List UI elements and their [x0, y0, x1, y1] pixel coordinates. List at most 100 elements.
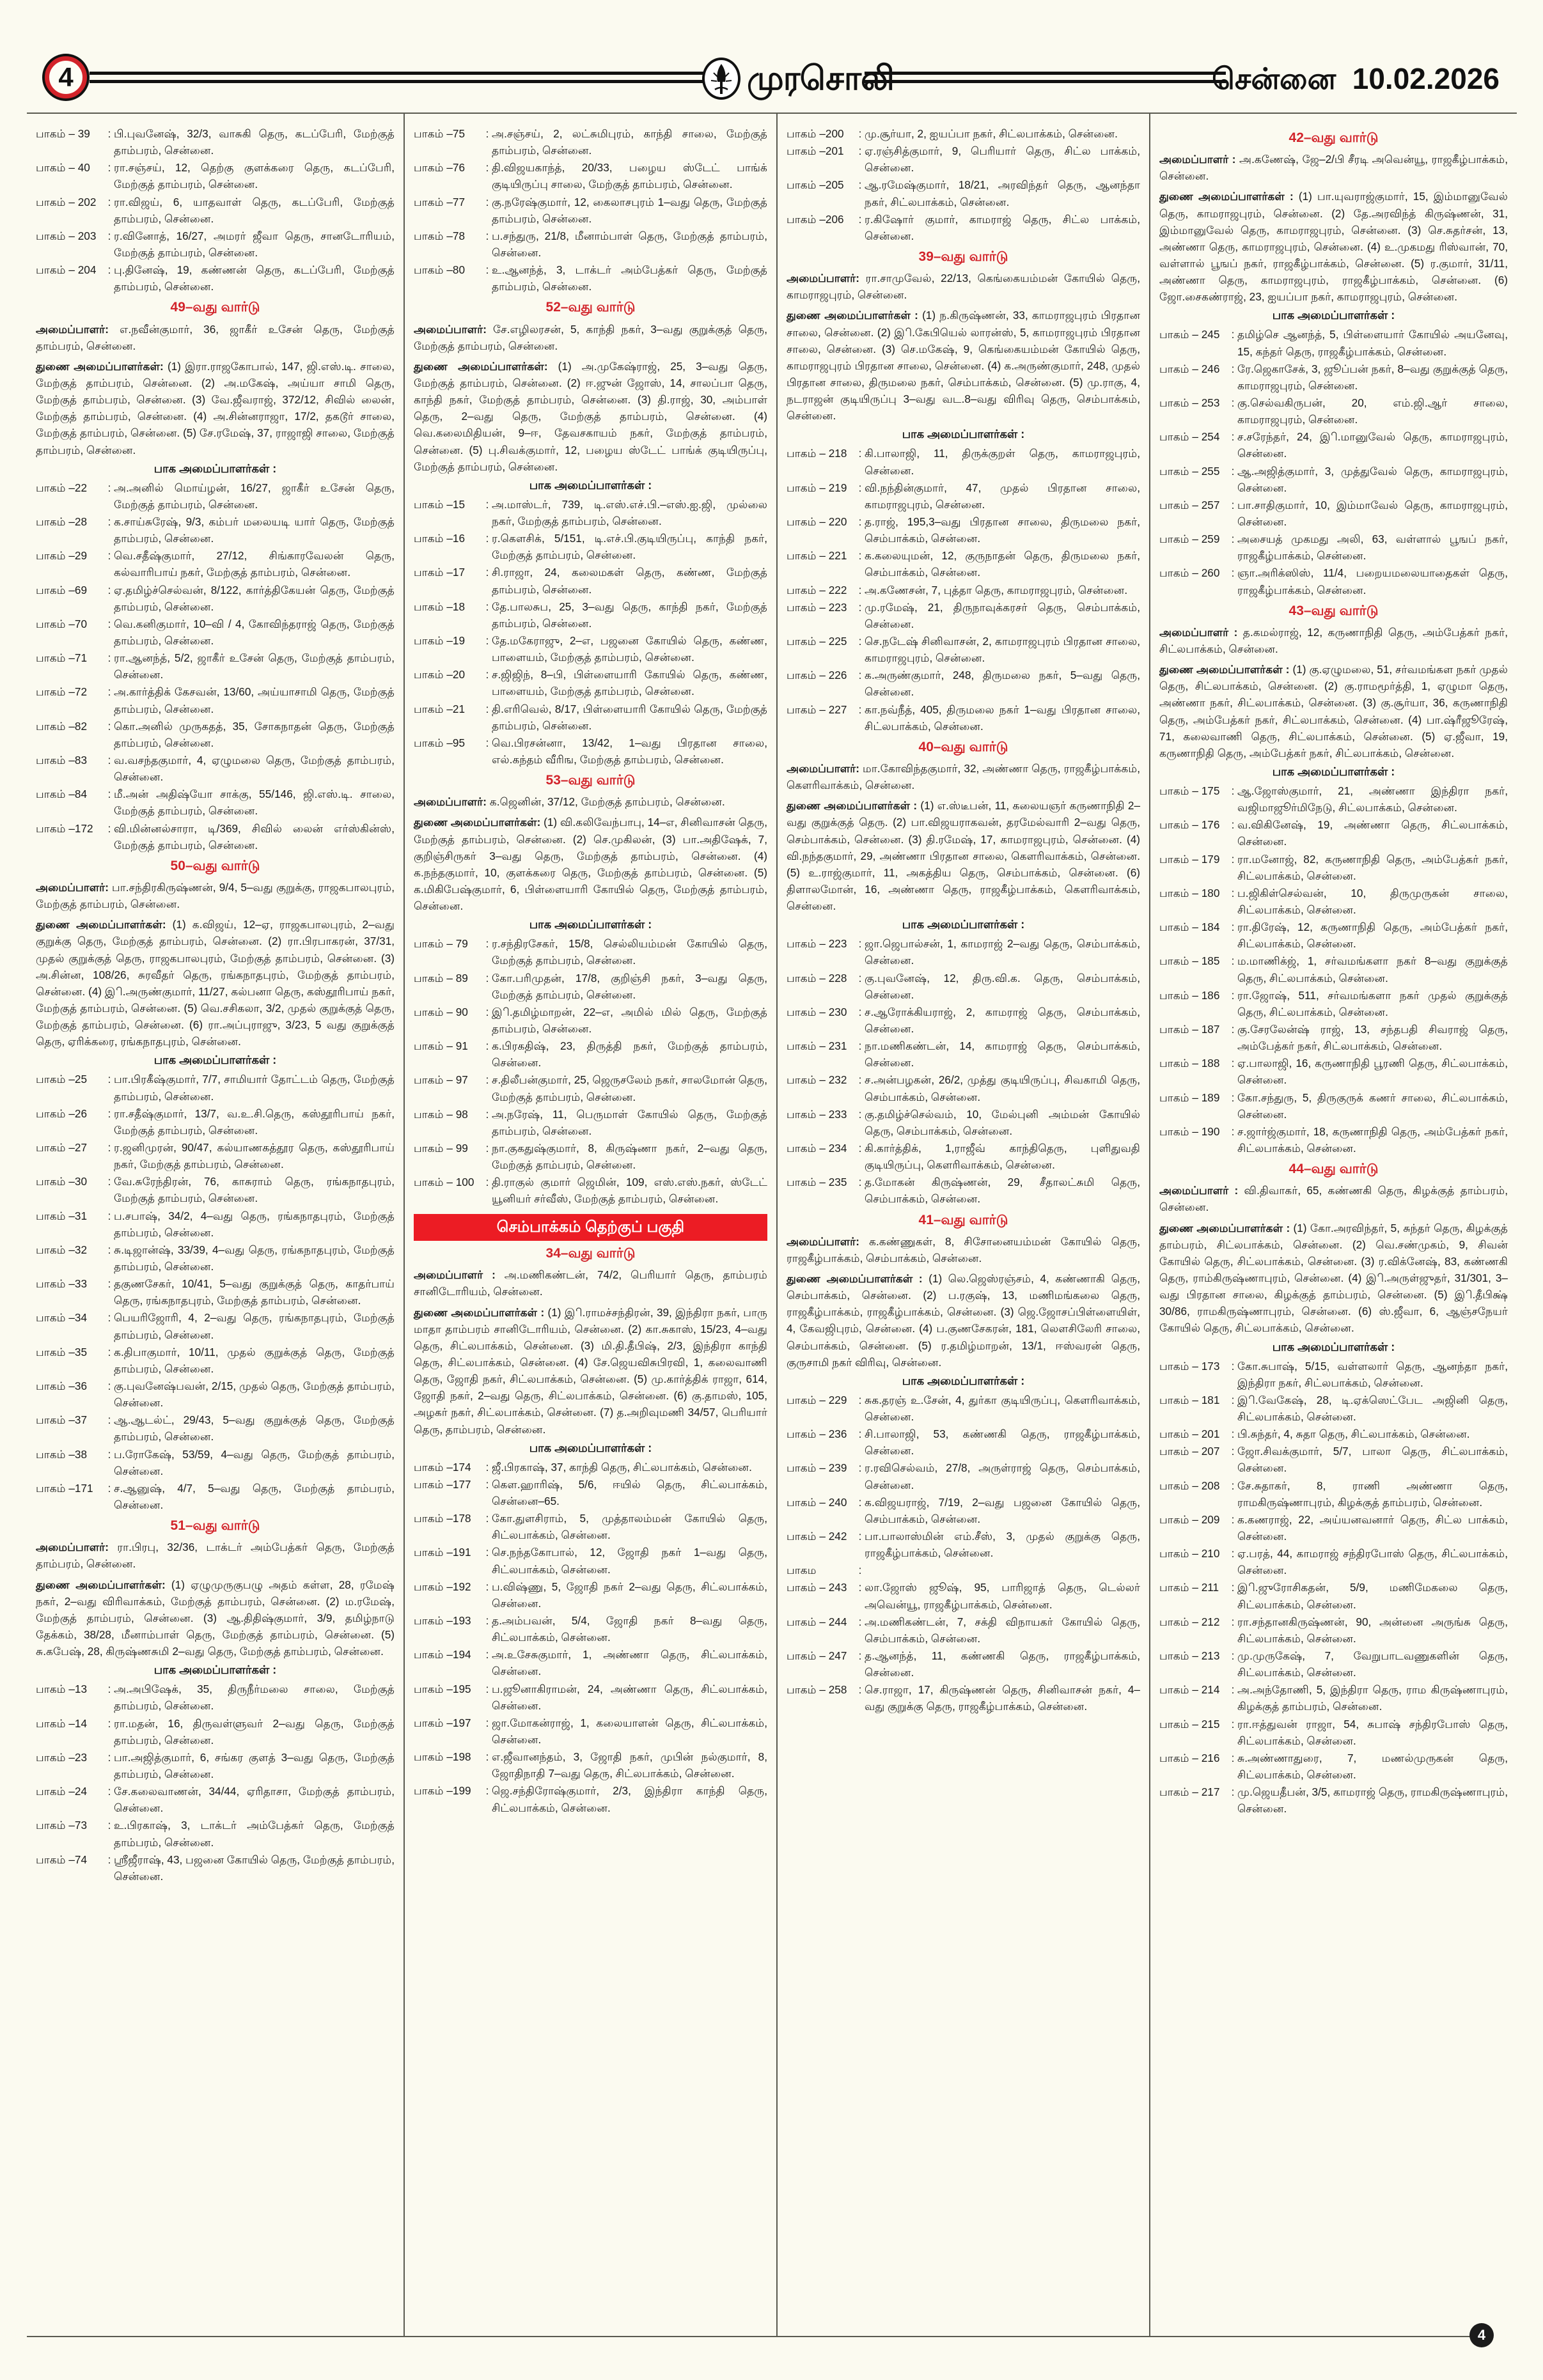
- part-entry: பாகம் –27: ர.ஜனிமுரன், 90/47, கல்யாணகத்தூ…: [36, 1139, 395, 1172]
- masthead: 4 முரசொலி சென்னை 10.02.2026: [0, 0, 1543, 112]
- part-separator: :: [858, 1461, 862, 1475]
- part-key: பாகம் – 204: [36, 263, 97, 277]
- part-separator: :: [858, 1176, 862, 1189]
- ward-heading: 40–வது வார்டு: [918, 739, 1008, 754]
- part-separator: :: [485, 634, 489, 647]
- part-value: [865, 1562, 1140, 1578]
- part-value: தி.எரிவெல், 8/17, பிள்ளையாரி கோயில் தெரு…: [492, 702, 767, 732]
- part-entry: பாகம் – 99: நா.குகதுஷ்குமார், 8, கிருஷ்ணா…: [414, 1140, 767, 1173]
- part-entry: பாகம் –80: உ.ஆனந்த், 3, டாக்டர் அம்பேத்கர…: [414, 261, 767, 295]
- part-separator: :: [1231, 464, 1235, 478]
- part-value: த.ஆனந்த், 11, கண்ணகி தெரு, ராஜகீழ்பாக்கம…: [865, 1649, 1140, 1679]
- organizer-paragraph: துணை அமைப்பாளர்கள் : (1) கோ.அரவிந்தர், 5…: [1159, 1220, 1508, 1337]
- part-entry: பாகம் –174: ஜீ.பிரகாஷ், 37, காந்தி தெரு, …: [414, 1459, 767, 1475]
- part-separator: :: [485, 736, 489, 749]
- column-1: பாகம் – 39: பி.புவனேஷ், 32/3, வாசுகி தெரு…: [27, 114, 405, 2337]
- part-key: பாகம் – 227: [787, 703, 847, 716]
- part-entry: பாகம் – 180: ப.ஜிகிள்செல்வன், 10, திருமுர…: [1159, 885, 1508, 918]
- part-value: செ.ராஜா, 17, கிருஷ்ணன் தெரு, சினிவாசன் ந…: [865, 1683, 1140, 1713]
- part-entry: பாகம் – 228: கு.புவனேஷ், 12, திரு.வி.க. த…: [787, 970, 1140, 1003]
- part-entry: பாகம் –83: வ.வசந்தகுமார், 4, ஏழுமலை தெரு,…: [36, 752, 395, 785]
- part-entry: பாகம் – 187: கு.சேரலேன்ஷ் ராஜ், 13, சந்தப…: [1159, 1021, 1508, 1054]
- part-value: செ.நடேஷ் சினிவாசன், 2, காமராஜபுரம் பிரதா…: [865, 634, 1140, 665]
- part-separator: :: [1231, 1479, 1235, 1492]
- part-entry: பாகம் –199: ஜெ.சந்திரோஷ்குமார், 2/3, இந்த…: [414, 1782, 767, 1816]
- part-value: க.கணராஜ், 22, அய்யனவனார் தெரு, சிட்ல பாக…: [1237, 1513, 1508, 1543]
- part-value: பா.அஜித்குமார், 6, சங்கர குளத் 3–வது தெர…: [114, 1750, 395, 1780]
- part-key: பாகம் –200: [787, 127, 844, 140]
- part-value: வே.சுரேந்திரன், 76, காசுராம் தெரு, ரங்கந…: [114, 1175, 395, 1205]
- part-entry: பாகம் –32: சு.டிஜான்ஷ், 33/39, 4–வது தெரு…: [36, 1241, 395, 1275]
- part-separator: :: [858, 1649, 862, 1662]
- part-key: பாகம் – 254: [1159, 430, 1220, 444]
- part-key: பாகம் –73: [36, 1819, 88, 1832]
- part-key: பாகம் –95: [414, 736, 466, 749]
- part-entry: பாகம் –72: அ.கார்த்திக் கேசவன், 13/60, அய…: [36, 683, 395, 717]
- organizer-paragraph: அமைப்பாளர் : த.கமல்ராஜ், 12, கருணாநிதி த…: [1159, 624, 1508, 657]
- organizer-role-label: துணை அமைப்பாளர்கள்:: [36, 1578, 166, 1591]
- part-separator: :: [107, 651, 111, 665]
- part-key: பாகம் –16: [414, 532, 466, 545]
- part-separator: :: [107, 788, 111, 801]
- part-separator: :: [107, 719, 111, 733]
- organizer-role-label: அமைப்பாளர்:: [787, 762, 859, 775]
- part-entry: பாகம் –33: தகுணசேகர், 10/41, 5–வது குறுக்…: [36, 1275, 395, 1309]
- organizer-role-label: துணை அமைப்பாளர்கள்:: [36, 918, 166, 931]
- part-entry: பாகம் –78: ப.சந்துரு, 21/8, மீனாம்பாள் தெ…: [414, 228, 767, 261]
- part-separator: :: [858, 1427, 862, 1441]
- part-organizers-subheading: பாக அமைப்பாளர்கள் :: [1272, 309, 1395, 322]
- part-separator: :: [858, 178, 862, 192]
- part-separator: :: [858, 600, 862, 614]
- masthead-rule-right: [865, 72, 1226, 83]
- part-value: ச.ஜிஜிந், 8–பி, பிள்ளையாரி கோயில் தெரு, …: [492, 668, 767, 698]
- part-separator: :: [107, 1175, 111, 1188]
- part-value: கி.கார்த்திக், 1,ராஜீவ் காந்திதெரு, புளி…: [865, 1141, 1140, 1172]
- organizer-role-label: துணை அமைப்பாளர்கள் :: [787, 1272, 923, 1285]
- part-separator: :: [858, 447, 862, 460]
- part-separator: :: [107, 1140, 111, 1154]
- part-separator: :: [107, 1345, 111, 1358]
- part-key: பாகம் –171: [36, 1481, 93, 1495]
- part-separator: :: [107, 229, 111, 242]
- part-value: க.திபாகுமார், 10/11, முதல் குறுக்குத் தெ…: [114, 1345, 395, 1375]
- organizer-names: ரா.சாமுவேல், 22/13, கெங்கையம்மன் கோயில் …: [787, 272, 1140, 302]
- ward-heading: 43–வது வார்டு: [1288, 603, 1379, 618]
- part-key: பாகம் – 212: [1159, 1615, 1220, 1628]
- part-entry: பாகம் – 91: க.பிரகதிஷ், 23, திருத்தி நகர்…: [414, 1038, 767, 1071]
- part-separator: :: [485, 971, 489, 984]
- part-key: பாகம் – 231: [787, 1039, 847, 1053]
- part-separator: :: [107, 583, 111, 596]
- part-entry: பாகம் – 188: ஏ.பாலாஜி, 16, கருணாநிதி பூரண…: [1159, 1055, 1508, 1088]
- part-key: பாகம் – 228: [787, 971, 847, 984]
- part-value: ச.அன்பழகன், 26/2, முத்து குடியிருப்பு, ச…: [865, 1073, 1140, 1103]
- part-entry: பாகம் – 186: ரா.ஜோஷ், 511, சர்வமங்களா நகர…: [1159, 987, 1508, 1020]
- part-separator: :: [1231, 1445, 1235, 1458]
- part-entry: பாகம் – 254: ச.சரேந்தர், 24, இி.மானுவேல் …: [1159, 428, 1508, 462]
- part-value: தே.பாலசுப, 25, 3–வது தெரு, காந்தி நகர், …: [492, 600, 767, 630]
- part-entry: பாகம் –21: தி.எரிவெல், 8/17, பிள்ளையாரி க…: [414, 701, 767, 734]
- part-entry: பாகம் – 215: ரா.ஈத்துவன் ராஜா, 54, சுபாஷ்…: [1159, 1716, 1508, 1749]
- part-separator: :: [107, 481, 111, 494]
- part-key: பாகம் – 258: [787, 1683, 847, 1697]
- article-columns: பாகம் – 39: பி.புவனேஷ், 32/3, வாசுகி தெரு…: [27, 113, 1517, 2337]
- part-entry: பாகம் –76: தி.விஜயகாந்த், 20/33, பழைய ஸ்ட…: [414, 159, 767, 192]
- part-entry: பாகம் – 176: வ.விகினேஷ், 19, அண்ணா தெரு, …: [1159, 816, 1508, 850]
- part-key: பாகம் –36: [36, 1379, 88, 1392]
- part-key: பாகம் – 97: [414, 1073, 468, 1087]
- part-value: தே.மகேராஜு, 2–எ, பஜனை கோயில் தெரு, கண்ண,…: [492, 634, 767, 664]
- part-key: பாகம் –32: [36, 1243, 88, 1256]
- part-value: கு.செல்வகிருபன், 20, எம்.ஜி.ஆர் சாலை, கா…: [1237, 396, 1508, 426]
- part-separator: :: [485, 229, 489, 242]
- area-banner-heading: செம்பாக்கம் தெற்குப் பகுதி: [414, 1213, 767, 1241]
- part-separator: :: [858, 971, 862, 984]
- part-key: பாகம் – 253: [1159, 396, 1220, 410]
- part-separator: :: [1231, 988, 1235, 1002]
- part-value: ஆ.ஜோஸ்குமார், 21, அண்ணா இந்திரா நகர், வஜ…: [1237, 784, 1508, 814]
- part-key: பாகம் – 176: [1159, 818, 1220, 832]
- part-separator: :: [858, 1529, 862, 1543]
- part-entry: பாகம் – 173: கோ.சுபாஷ், 5/15, வள்ளலார் தெ…: [1159, 1358, 1508, 1391]
- part-separator: :: [485, 1141, 489, 1155]
- part-entry: பாகம் –19: தே.மகேராஜு, 2–எ, பஜனை கோயில் த…: [414, 632, 767, 665]
- part-value: நா.மணிகண்டன், 14, காமராஜ் தெரு, செம்பாக்…: [865, 1039, 1140, 1069]
- part-key: பாகம் – 180: [1159, 886, 1220, 899]
